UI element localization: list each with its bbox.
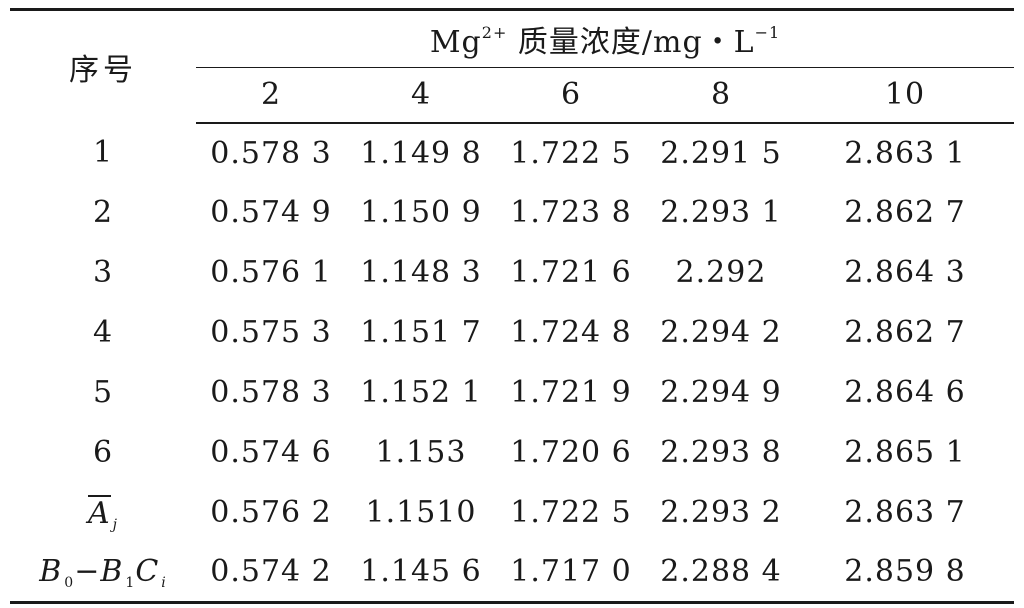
row-index: 2 <box>92 195 114 230</box>
table-cell: 1.152 1 <box>360 375 482 410</box>
table-row: 6 0.574 6 1.153 1.720 6 2.293 8 2.865 1 <box>10 423 1014 483</box>
concentration-col-header: 2 <box>196 67 346 124</box>
table-cell: 2.294 2 <box>660 315 782 350</box>
concentration-col-header: 8 <box>646 67 796 124</box>
table-cell: 1.149 8 <box>360 135 482 171</box>
mean-subscript: j <box>112 516 118 533</box>
data-table-container: 序号 Mg2+ 质量浓度/mg・L−1 2 4 6 8 10 1 0.578 3… <box>10 8 1015 604</box>
table-row: 5 0.578 3 1.152 1 1.721 9 2.294 9 2.864 … <box>10 363 1014 423</box>
table-cell: 0.578 3 <box>210 135 332 171</box>
b0-symbol: B <box>39 554 63 590</box>
table-cell: 2.859 8 <box>844 554 966 590</box>
minus-sign: − <box>74 554 101 590</box>
table-cell: 1.721 6 <box>510 255 632 290</box>
table-cell: 2.862 7 <box>844 195 966 230</box>
table-row: 1 0.578 3 1.149 8 1.722 5 2.291 5 2.863 … <box>10 123 1014 183</box>
group-header-suffix-superscript: −1 <box>754 23 781 42</box>
b1-symbol: B <box>100 554 124 590</box>
table-cell: 0.576 1 <box>210 255 332 290</box>
table-cell: 2.293 2 <box>660 495 782 530</box>
table-cell: 1.150 9 <box>360 195 482 230</box>
c-symbol: C <box>135 554 160 590</box>
group-header-suffix: 质量浓度/mg・L <box>507 25 755 60</box>
row-index: 6 <box>92 435 114 470</box>
table-cell: 2.288 4 <box>660 554 782 590</box>
row-index: 1 <box>92 135 114 170</box>
table-cell: 0.576 2 <box>210 495 332 530</box>
absorbance-table: 序号 Mg2+ 质量浓度/mg・L−1 2 4 6 8 10 1 0.578 3… <box>10 8 1015 604</box>
table-cell: 0.575 3 <box>210 315 332 350</box>
table-row: 3 0.576 1 1.148 3 1.721 6 2.292 2.864 3 <box>10 243 1014 303</box>
table-row: 4 0.575 3 1.151 7 1.724 8 2.294 2 2.862 … <box>10 303 1014 363</box>
group-header-superscript: 2+ <box>481 23 508 42</box>
table-cell: 2.864 3 <box>844 255 966 290</box>
table-cell: 2.863 1 <box>844 135 966 171</box>
group-header-prefix: Mg <box>429 25 482 60</box>
fit-row: B 0−B 1C i 0.574 2 1.145 6 1.717 0 2.288 4 … <box>10 543 1014 603</box>
table-cell: 1.153 <box>375 435 467 470</box>
table-row: 2 0.574 9 1.150 9 1.723 8 2.293 1 2.862 … <box>10 183 1014 243</box>
table-cell: 0.574 2 <box>210 554 332 590</box>
table-cell: 1.1510 <box>365 495 477 530</box>
row-header-index: 序号 <box>69 52 137 88</box>
table-cell: 1.145 6 <box>360 554 482 590</box>
concentration-col-header: 6 <box>496 67 646 124</box>
table-cell: 1.724 8 <box>510 315 632 350</box>
table-cell: 2.292 <box>675 255 767 290</box>
row-index: 4 <box>92 315 114 350</box>
table-cell: 1.721 9 <box>510 375 632 410</box>
table-cell: 1.720 6 <box>510 435 632 470</box>
table-cell: 2.863 7 <box>844 495 966 530</box>
table-cell: 0.578 3 <box>210 375 332 410</box>
table-cell: 2.293 1 <box>660 195 782 230</box>
concentration-group-header: Mg2+ 质量浓度/mg・L−1 <box>196 9 1015 68</box>
table-cell: 2.294 9 <box>660 375 782 410</box>
table-cell: 0.574 6 <box>210 435 332 470</box>
table-cell: 2.291 5 <box>660 135 782 171</box>
row-index: 5 <box>92 375 114 410</box>
table-cell: 0.574 9 <box>210 195 332 230</box>
b1-subscript: 1 <box>125 575 136 592</box>
table-cell: 1.151 7 <box>360 315 482 350</box>
table-cell: 1.723 8 <box>510 195 632 230</box>
table-cell: 2.862 7 <box>844 315 966 350</box>
b0-subscript: 0 <box>64 575 75 592</box>
mean-symbol: A <box>87 494 111 531</box>
table-cell: 2.864 6 <box>844 375 966 410</box>
concentration-col-header: 4 <box>346 67 496 124</box>
table-cell: 2.293 8 <box>660 435 782 470</box>
c-subscript: i <box>161 575 167 592</box>
table-cell: 1.722 5 <box>510 135 632 171</box>
table-cell: 1.722 5 <box>510 495 632 530</box>
table-cell: 1.148 3 <box>360 255 482 290</box>
table-cell: 1.717 0 <box>510 554 632 590</box>
row-index: 3 <box>92 255 114 290</box>
fit-row-label: B 0−B 1C i <box>10 543 196 603</box>
concentration-col-header: 10 <box>796 67 1015 124</box>
table-cell: 2.865 1 <box>844 435 966 470</box>
